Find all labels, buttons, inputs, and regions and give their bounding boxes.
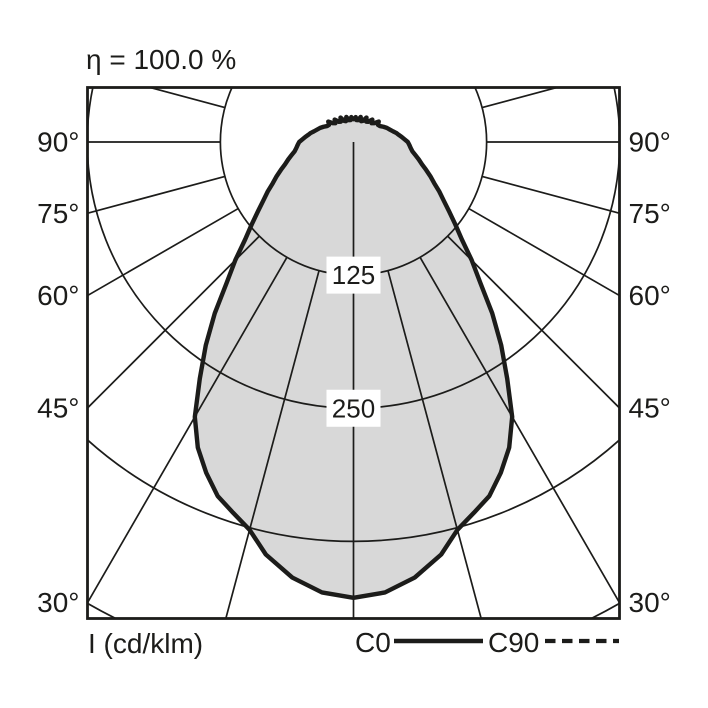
radial-75-left bbox=[481, 175, 620, 215]
chart-frame bbox=[86, 86, 621, 620]
unit-label: I (cd/klm) bbox=[88, 628, 203, 659]
angle-label-left-45: 45° bbox=[37, 393, 79, 424]
radial-60-right bbox=[87, 207, 239, 297]
legend-c90-label: C90 bbox=[488, 627, 539, 658]
ring-label-250: 250 bbox=[332, 393, 375, 423]
angle-labels: 90° 90° 75° 75° 60° 60° 45° 45° 30° 30° bbox=[37, 127, 671, 619]
ring-label-125: 125 bbox=[332, 260, 375, 290]
legend: C0 C90 bbox=[355, 627, 619, 658]
angle-label-right-90: 90° bbox=[629, 127, 671, 158]
angle-label-right-30: 30° bbox=[629, 587, 671, 618]
angle-label-right-75: 75° bbox=[629, 198, 671, 229]
legend-c0-label: C0 bbox=[355, 627, 391, 658]
angle-label-left-30: 30° bbox=[37, 587, 79, 618]
radial-75-right bbox=[87, 175, 226, 215]
angle-label-left-60: 60° bbox=[37, 280, 79, 311]
angle-label-left-75: 75° bbox=[37, 198, 79, 229]
radial-30-left bbox=[419, 256, 620, 605]
angle-label-right-60: 60° bbox=[629, 280, 671, 311]
c0-curve-outline bbox=[192, 114, 515, 601]
angle-label-right-45: 45° bbox=[629, 393, 671, 424]
efficiency-title: η = 100.0 % bbox=[86, 44, 236, 75]
radial-15-left bbox=[387, 270, 483, 619]
radial-30-right bbox=[87, 256, 288, 605]
ring-value-labels: 125 250 bbox=[326, 256, 381, 427]
radial-60-left bbox=[468, 207, 620, 297]
ring-label-box-125 bbox=[326, 256, 381, 294]
angle-label-left-90: 90° bbox=[37, 127, 79, 158]
radial-45-right bbox=[87, 235, 260, 410]
radial-15-right bbox=[224, 270, 320, 619]
radial-45-left bbox=[447, 235, 620, 410]
ring-label-box-250 bbox=[326, 389, 381, 427]
